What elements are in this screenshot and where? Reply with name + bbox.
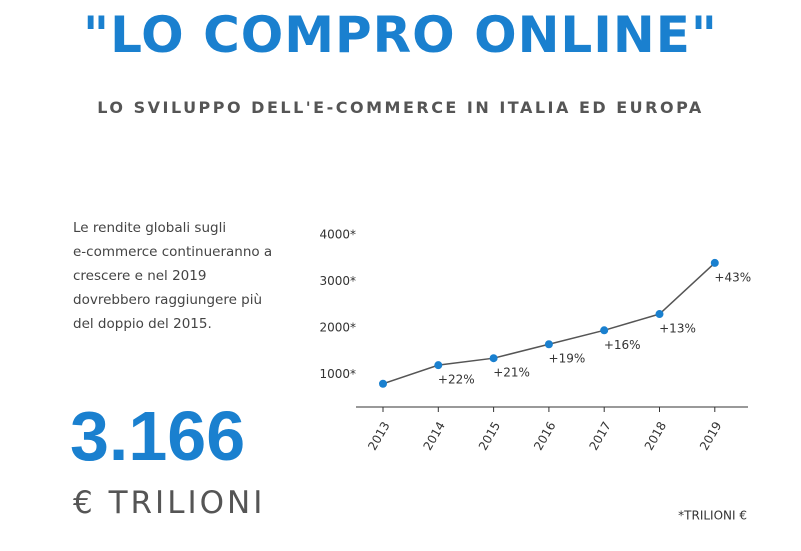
description-line: crescere e nel 2019 bbox=[73, 268, 207, 284]
y-tick-label: 4000* bbox=[319, 228, 356, 242]
marker bbox=[544, 340, 553, 349]
growth-label: +13% bbox=[659, 322, 696, 336]
x-tick-label: 2016 bbox=[531, 419, 558, 452]
x-tick-label: 2015 bbox=[476, 419, 503, 452]
growth-label: +19% bbox=[549, 352, 586, 366]
y-tick-label: 3000* bbox=[319, 274, 356, 288]
marker bbox=[379, 379, 387, 388]
description-line: Le rendite globali sugli bbox=[73, 220, 227, 236]
y-tick-label: 1000* bbox=[319, 367, 356, 381]
description-line: dovrebbero raggiungere più bbox=[73, 292, 263, 308]
figure-unit: € TRILIONI bbox=[73, 485, 266, 521]
marker bbox=[655, 310, 664, 319]
title: "LO COMPRO ONLINE" bbox=[83, 6, 718, 64]
y-tick-label: 2000* bbox=[319, 320, 356, 334]
x-tick-label: 2013 bbox=[365, 419, 392, 452]
x-tick-label: 2018 bbox=[642, 419, 669, 452]
marker bbox=[710, 258, 719, 267]
description-line: e-commerce continueranno a bbox=[73, 244, 273, 260]
x-tick-label: 2017 bbox=[586, 419, 613, 452]
description-line: del doppio del 2015. bbox=[73, 316, 212, 332]
description: Le rendite globali sugli e-commerce conti… bbox=[73, 216, 272, 336]
marker bbox=[489, 354, 498, 363]
x-tick-label: 2019 bbox=[697, 419, 724, 452]
growth-label: +21% bbox=[493, 366, 530, 380]
marker bbox=[434, 361, 443, 370]
marker bbox=[600, 326, 609, 335]
x-tick-label: 2014 bbox=[421, 419, 448, 452]
subtitle: LO SVILUPPO DELL'E-COMMERCE IN ITALIA ED… bbox=[97, 98, 704, 117]
big-figure: 3.166 bbox=[70, 397, 246, 475]
footnote: *TRILIONI € bbox=[678, 509, 747, 523]
growth-label: +16% bbox=[604, 338, 641, 352]
growth-label: +22% bbox=[438, 373, 475, 387]
growth-label: +43% bbox=[714, 270, 751, 284]
